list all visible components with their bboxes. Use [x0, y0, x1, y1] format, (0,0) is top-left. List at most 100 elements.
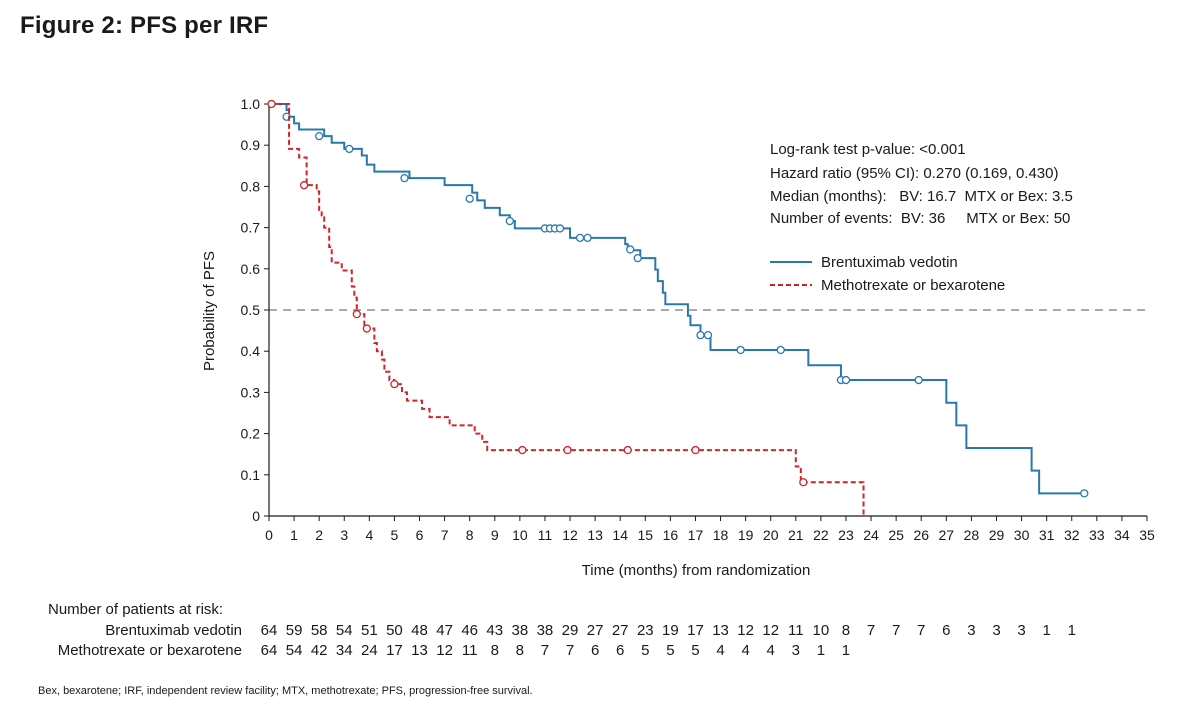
- risk-value-bv: 13: [712, 622, 729, 639]
- y-tick-label: 0.4: [241, 343, 261, 359]
- x-tick-label: 17: [688, 527, 704, 543]
- risk-value-mtx: 64: [261, 642, 278, 659]
- km-chart: 0 1 2 3 4 5 6 7 8 9 10 11 12 13 14 15 16 17 18 19 20 21 22 23 24…: [48, 96, 1155, 659]
- legend: Brentuximab vedotin Methotrexate or bexa…: [770, 254, 1005, 294]
- y-tick-label: 0.7: [241, 220, 261, 236]
- censor-mark-mtx: [390, 380, 399, 389]
- x-tick-label: 21: [788, 527, 804, 543]
- risk-value-bv: 27: [587, 622, 604, 639]
- x-tick-label: 14: [612, 527, 628, 543]
- risk-value-bv: 58: [311, 622, 328, 639]
- risk-value-bv: 51: [361, 622, 378, 639]
- risk-value-bv: 47: [436, 622, 453, 639]
- risk-value-mtx: 11: [462, 642, 478, 659]
- x-tick-label: 33: [1089, 527, 1105, 543]
- censor-mark-bv: [914, 375, 923, 385]
- km-curve-mtx: [269, 103, 865, 516]
- risk-value-mtx: 5: [666, 642, 674, 659]
- x-tick-label: 24: [863, 527, 879, 543]
- censor-mark-bv: [633, 253, 642, 263]
- censor-mark-mtx: [563, 445, 572, 455]
- risk-value-bv: 7: [892, 622, 900, 639]
- y-tick-label: 0.3: [241, 384, 261, 400]
- risk-value-mtx: 1: [817, 642, 825, 659]
- risk-row-label-mtx: Methotrexate or bexarotene: [58, 642, 242, 659]
- x-tick-label: 0: [265, 527, 273, 543]
- x-tick-label: 27: [939, 527, 955, 543]
- risk-value-bv: 3: [967, 622, 975, 639]
- x-tick-label: 30: [1014, 527, 1030, 543]
- censor-mark-bv: [736, 345, 745, 355]
- x-tick-label: 15: [637, 527, 653, 543]
- risk-value-bv: 12: [737, 622, 754, 639]
- x-tick-label: 10: [512, 527, 528, 543]
- y-tick-label: 0.2: [241, 426, 261, 442]
- censor-mark-bv: [841, 375, 851, 385]
- risk-value-bv: 19: [662, 622, 679, 639]
- censor-mark-bv: [1080, 489, 1089, 498]
- x-tick-label: 13: [587, 527, 603, 543]
- risk-value-bv: 11: [788, 622, 804, 639]
- x-tick-label: 29: [989, 527, 1005, 543]
- risk-value-mtx: 8: [516, 642, 524, 659]
- risk-value-mtx: 24: [361, 642, 378, 659]
- risk-value-bv: 1: [1042, 622, 1050, 639]
- x-tick-label: 6: [416, 527, 424, 543]
- censor-mark-mtx: [352, 309, 361, 319]
- x-tick-label: 19: [738, 527, 754, 543]
- risk-value-bv: 23: [637, 622, 654, 639]
- x-tick-label: 18: [713, 527, 729, 543]
- legend-label-mtx: Methotrexate or bexarotene: [821, 277, 1005, 294]
- y-tick-label: 0: [252, 508, 260, 524]
- censor-mark-bv: [465, 194, 474, 203]
- censor-mark-bv: [555, 224, 565, 233]
- y-tick-label: 0.5: [241, 302, 261, 318]
- censor-mark-mtx: [299, 181, 309, 190]
- y-tick-label: 0.6: [241, 261, 261, 277]
- risk-value-bv: 6: [942, 622, 950, 639]
- x-tick-label: 31: [1039, 527, 1055, 543]
- censor-mark-bv: [505, 216, 514, 226]
- stat-hazard-ratio: Hazard ratio (95% CI): 0.270 (0.169, 0.4…: [770, 165, 1059, 182]
- x-tick-label: 22: [813, 527, 829, 543]
- censor-mark-bv: [345, 144, 354, 154]
- x-tick-label: 5: [391, 527, 399, 543]
- risk-value-bv: 54: [336, 622, 353, 639]
- risk-value-bv: 38: [512, 622, 529, 639]
- x-tick-label: 11: [538, 527, 553, 543]
- risk-value-bv: 46: [461, 622, 478, 639]
- x-tick-label: 3: [340, 527, 348, 543]
- x-tick-label: 28: [964, 527, 980, 543]
- risk-value-mtx: 5: [691, 642, 699, 659]
- risk-values: 64 59 58 54 51 50 48 47 46 43 38 38 29 27 27 23 19 17 13 12…: [261, 622, 1076, 659]
- risk-value-mtx: 42: [311, 642, 328, 659]
- risk-row-label-bv: Brentuximab vedotin: [105, 622, 242, 639]
- censor-mark-bv: [583, 233, 592, 243]
- x-tick-label: 2: [315, 527, 323, 543]
- risk-value-bv: 10: [813, 622, 830, 639]
- risk-value-bv: 12: [762, 622, 779, 639]
- x-tick-label: 26: [913, 527, 929, 543]
- x-tick-label: 12: [562, 527, 578, 543]
- x-tick-label: 7: [441, 527, 449, 543]
- risk-value-bv: 50: [386, 622, 403, 639]
- risk-value-bv: 27: [612, 622, 629, 639]
- risk-value-mtx: 7: [541, 642, 549, 659]
- risk-value-bv: 8: [842, 622, 850, 639]
- x-tick-label: 35: [1139, 527, 1155, 543]
- risk-table: Number of patients at risk: Brentuximab …: [48, 601, 1076, 659]
- risk-value-mtx: 4: [716, 642, 724, 659]
- km-curve-bv: [269, 103, 1085, 495]
- risk-value-bv: 3: [1017, 622, 1025, 639]
- censor-mark-mtx: [691, 445, 700, 455]
- risk-value-mtx: 12: [436, 642, 453, 659]
- censor-mark-mtx: [623, 445, 632, 455]
- figure-title: Figure 2: PFS per IRF: [20, 12, 269, 39]
- risk-value-mtx: 4: [767, 642, 775, 659]
- censor-mark-bv: [776, 345, 785, 355]
- censor-mark-mtx: [518, 445, 527, 455]
- censor-mark-mtx: [267, 99, 276, 109]
- risk-value-bv: 59: [286, 622, 303, 639]
- legend-label-bv: Brentuximab vedotin: [821, 254, 958, 271]
- censor-mark-mtx: [362, 324, 371, 333]
